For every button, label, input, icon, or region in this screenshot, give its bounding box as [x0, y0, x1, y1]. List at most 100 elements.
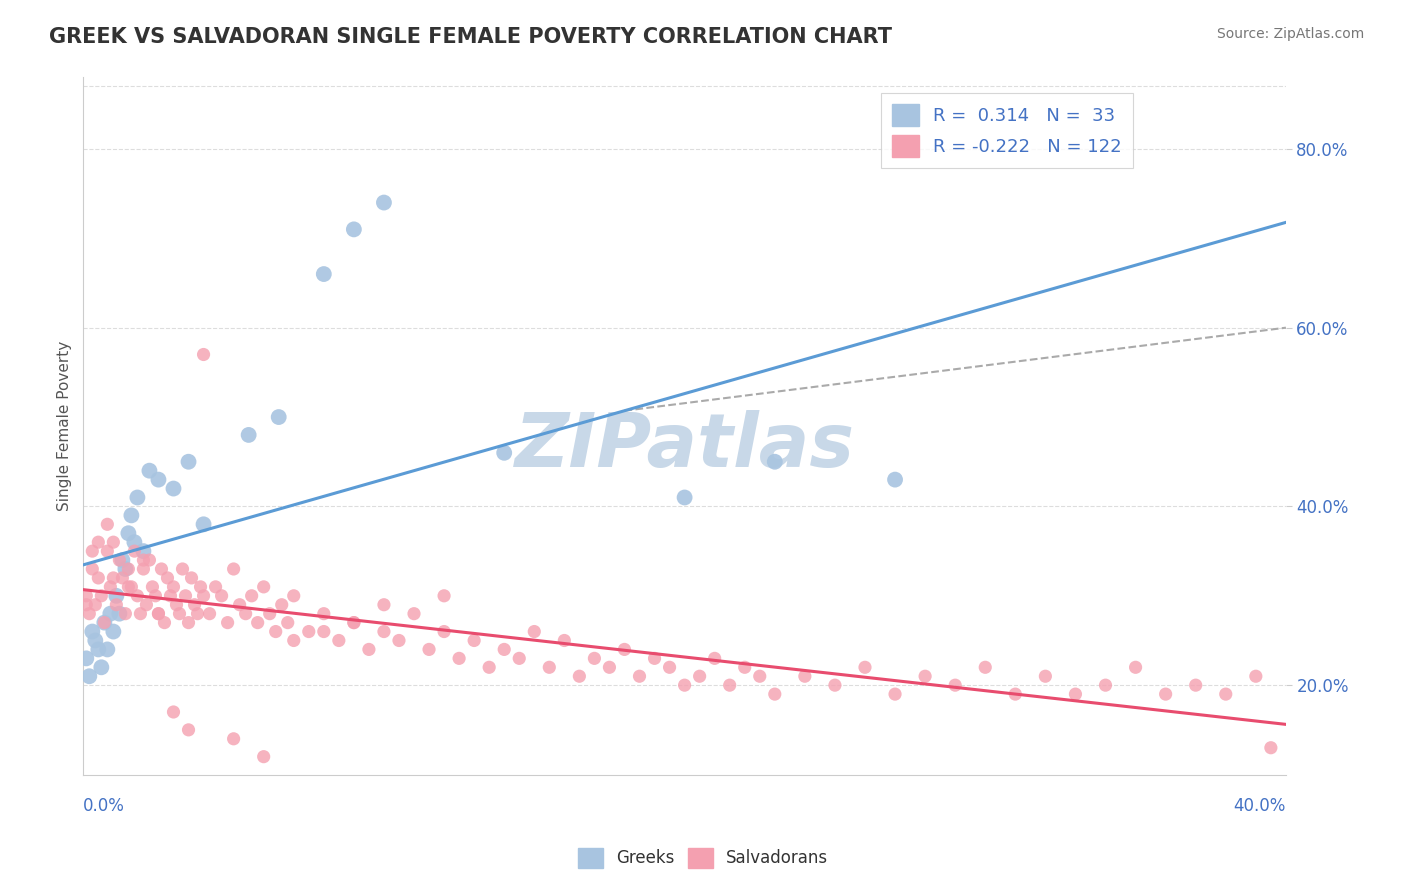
Point: [508, 651, 530, 665]
Point: [124, 544, 146, 558]
Point: [117, 580, 139, 594]
Point: [177, 723, 200, 737]
Point: [763, 455, 786, 469]
Legend: Greeks, Salvadorans: Greeks, Salvadorans: [571, 841, 835, 875]
Point: [673, 678, 696, 692]
Point: [127, 491, 149, 505]
Point: [253, 749, 276, 764]
Point: [853, 660, 876, 674]
Point: [1244, 669, 1267, 683]
Point: [222, 731, 245, 746]
Point: [283, 633, 305, 648]
Point: [148, 607, 170, 621]
Point: [129, 607, 152, 621]
Text: Source: ZipAtlas.com: Source: ZipAtlas.com: [1216, 27, 1364, 41]
Point: [373, 598, 395, 612]
Point: [90, 660, 112, 674]
Point: [177, 615, 200, 630]
Point: [103, 535, 125, 549]
Point: [824, 678, 846, 692]
Point: [222, 562, 245, 576]
Point: [82, 544, 104, 558]
Point: [568, 669, 591, 683]
Point: [1215, 687, 1237, 701]
Point: [135, 598, 157, 612]
Point: [1125, 660, 1147, 674]
Point: [343, 615, 366, 630]
Point: [124, 535, 146, 549]
Point: [79, 607, 101, 621]
Point: [449, 651, 471, 665]
Point: [1004, 687, 1026, 701]
Point: [93, 615, 115, 630]
Point: [1184, 678, 1206, 692]
Point: [111, 553, 134, 567]
Point: [433, 624, 456, 639]
Point: [793, 669, 815, 683]
Point: [463, 633, 485, 648]
Point: [343, 222, 366, 236]
Y-axis label: Single Female Poverty: Single Female Poverty: [58, 341, 72, 511]
Point: [183, 598, 205, 612]
Point: [312, 267, 335, 281]
Point: [204, 580, 226, 594]
Point: [90, 589, 112, 603]
Point: [193, 517, 215, 532]
Point: [132, 553, 155, 567]
Point: [277, 615, 299, 630]
Point: [141, 580, 163, 594]
Point: [553, 633, 575, 648]
Point: [211, 589, 233, 603]
Point: [120, 580, 142, 594]
Point: [93, 615, 115, 630]
Point: [283, 589, 305, 603]
Point: [628, 669, 651, 683]
Point: [373, 624, 395, 639]
Point: [583, 651, 606, 665]
Point: [180, 571, 202, 585]
Point: [169, 607, 191, 621]
Point: [914, 669, 936, 683]
Point: [193, 589, 215, 603]
Point: [103, 571, 125, 585]
Point: [312, 607, 335, 621]
Point: [418, 642, 440, 657]
Point: [373, 195, 395, 210]
Point: [96, 517, 118, 532]
Point: [145, 589, 167, 603]
Point: [259, 607, 281, 621]
Point: [1154, 687, 1177, 701]
Point: [1094, 678, 1116, 692]
Point: [138, 464, 160, 478]
Point: [494, 446, 516, 460]
Point: [264, 624, 287, 639]
Point: [884, 473, 907, 487]
Point: [298, 624, 321, 639]
Point: [734, 660, 756, 674]
Point: [162, 705, 184, 719]
Point: [159, 589, 181, 603]
Point: [974, 660, 997, 674]
Point: [217, 615, 239, 630]
Point: [1035, 669, 1057, 683]
Point: [82, 562, 104, 576]
Point: [1064, 687, 1087, 701]
Point: [114, 607, 136, 621]
Point: [84, 633, 107, 648]
Point: [235, 607, 257, 621]
Point: [108, 553, 131, 567]
Point: [75, 598, 97, 612]
Point: [763, 687, 786, 701]
Point: [75, 589, 97, 603]
Point: [120, 508, 142, 523]
Point: [114, 562, 136, 576]
Point: [153, 615, 176, 630]
Point: [193, 347, 215, 361]
Point: [312, 624, 335, 639]
Point: [132, 562, 155, 576]
Point: [1260, 740, 1282, 755]
Point: [357, 642, 380, 657]
Point: [238, 428, 260, 442]
Point: [84, 598, 107, 612]
Point: [644, 651, 666, 665]
